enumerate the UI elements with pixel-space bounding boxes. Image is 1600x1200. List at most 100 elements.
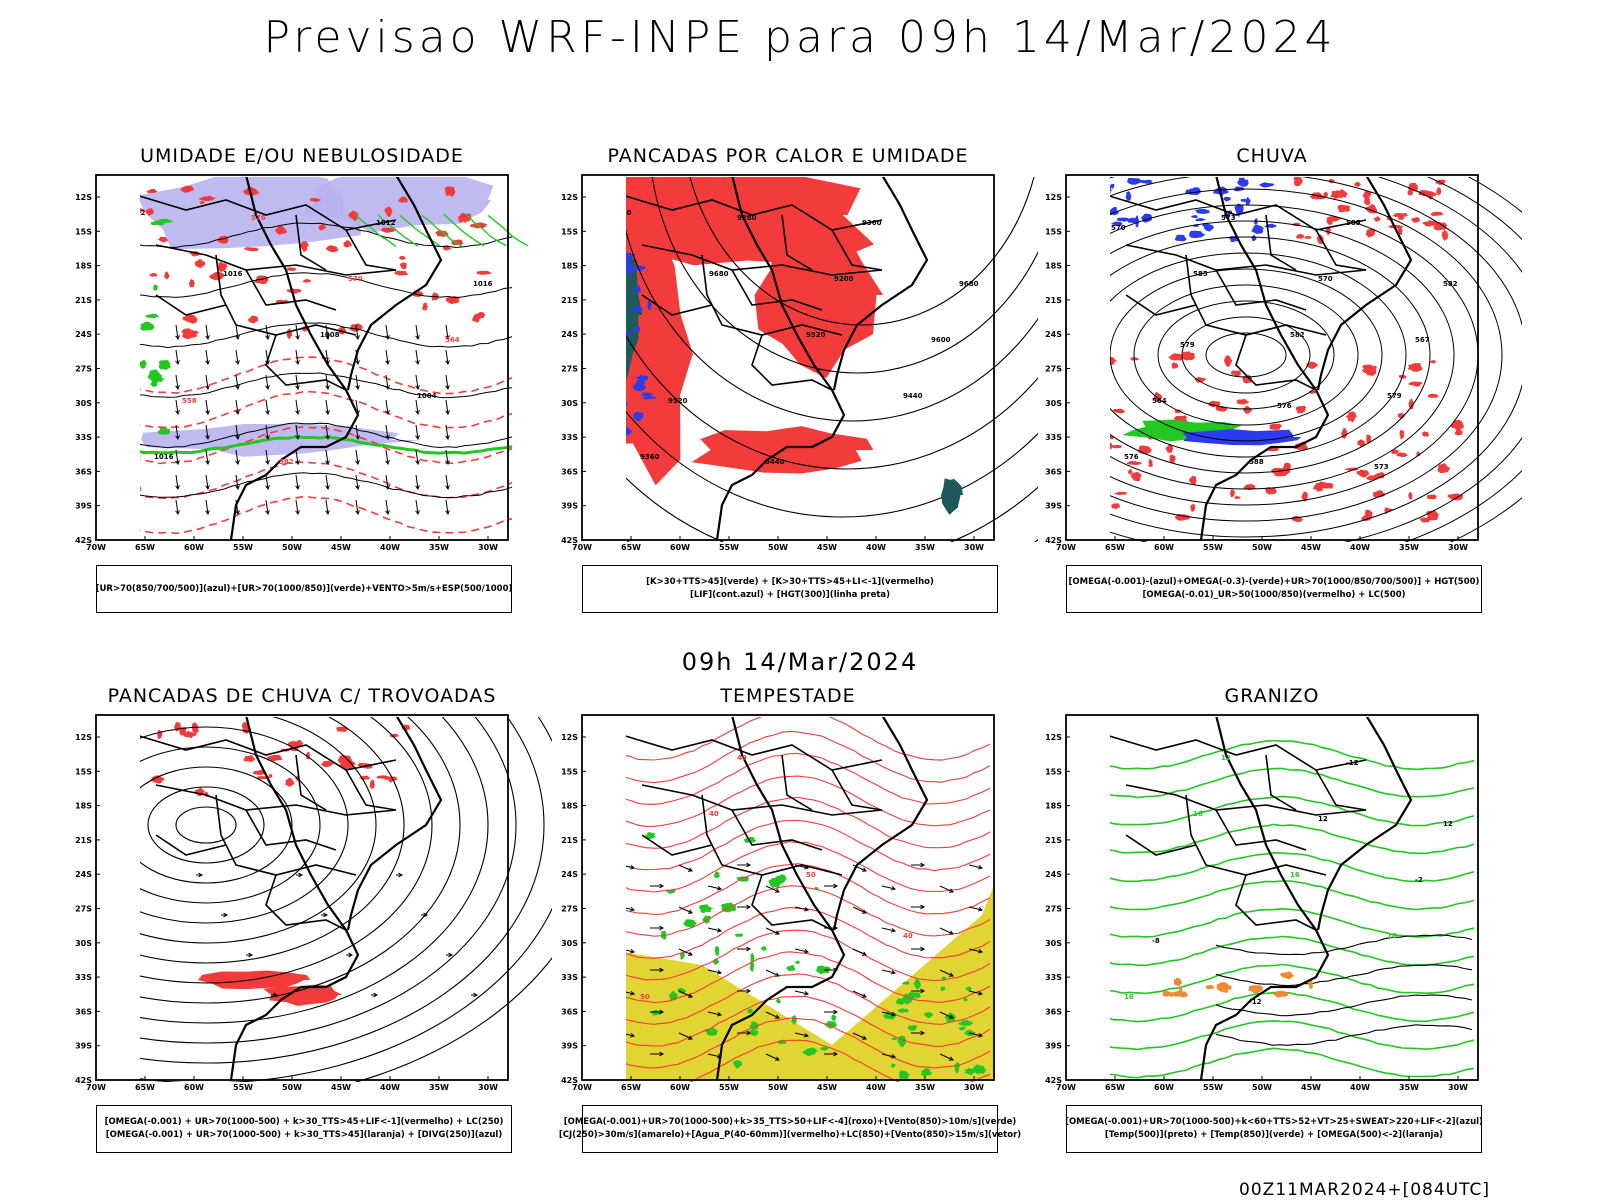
wind-vector xyxy=(235,324,239,340)
state-border xyxy=(831,229,883,271)
omega-area xyxy=(1203,223,1214,232)
wind-vector xyxy=(205,335,210,341)
rain-area xyxy=(1301,491,1308,502)
map-tempestade: 50 40 50 40 50 40 12S 15S 18S 21S 24S 27S 30S 33S 36S 3… xyxy=(561,714,995,1092)
rain-area xyxy=(1337,189,1349,199)
thickness-mark xyxy=(398,255,406,260)
lif-contour xyxy=(631,306,643,312)
temp850-contour xyxy=(1072,1014,1078,1018)
lat-label: 27S xyxy=(1045,905,1062,914)
coastline xyxy=(346,717,443,931)
wind-vector xyxy=(325,510,330,516)
wind850-area xyxy=(920,1068,933,1077)
coastline xyxy=(832,717,929,931)
map-content: 50 40 50 40 50 40 xyxy=(592,717,994,1082)
contour-label: 9520 xyxy=(668,397,688,405)
wind850-area xyxy=(971,1064,987,1075)
lon-label: 30W xyxy=(1448,543,1468,552)
legend-umidade: [UR>70(850/700/500)](azul)+[UR>70(1000/8… xyxy=(96,565,512,613)
wind-vector xyxy=(295,324,299,340)
moist-low-level xyxy=(108,235,112,244)
wind-vector xyxy=(592,970,605,976)
thunder-area xyxy=(124,770,132,774)
wind850-area xyxy=(644,832,657,839)
omega500-area xyxy=(1272,990,1290,998)
run-timestamp: 00Z11MAR2024+[084UTC] xyxy=(1239,1180,1490,1200)
thunder-area xyxy=(266,754,283,762)
wind-vector xyxy=(175,424,179,440)
state-border xyxy=(831,769,883,811)
lon-label: 70W xyxy=(1056,543,1076,552)
wind-vector xyxy=(415,449,419,465)
wind850-area xyxy=(954,1061,960,1074)
lon-label: 55W xyxy=(1203,543,1223,552)
wind-vector xyxy=(678,990,693,998)
precip-water-contour xyxy=(626,730,991,784)
state-border xyxy=(1235,334,1317,391)
wind-vector xyxy=(601,1057,605,1060)
wind-vector xyxy=(939,927,954,935)
wind-vector xyxy=(891,885,897,891)
wind-vector xyxy=(765,1011,780,1019)
lon-label: 45W xyxy=(331,543,351,552)
coastline xyxy=(1316,717,1413,931)
moist-low-level xyxy=(115,324,121,332)
wind-vector xyxy=(804,1032,810,1038)
thickness-mark xyxy=(398,196,409,203)
panel-chuva: CHUVA 588 585 582 579 576 573 570 567 564 588 585 5… xyxy=(1022,145,1522,615)
lon-label: 35W xyxy=(915,543,935,552)
streamline xyxy=(140,717,377,944)
thickness-mark xyxy=(393,270,409,276)
rain-area xyxy=(1373,216,1381,222)
wind-vector xyxy=(325,335,330,341)
panel-granizo: GRANIZO 16 16 16 18 16 12 12 -2 -8 -12 -12 12 12S 15S… xyxy=(1022,685,1522,1155)
lat-label: 12S xyxy=(1045,733,1062,742)
contour-label: -8 xyxy=(1152,937,1160,945)
rain-area xyxy=(1110,357,1118,366)
lon-label: 70W xyxy=(572,1083,592,1092)
lat-label: 27S xyxy=(1045,365,1062,374)
lon-label: 65W xyxy=(1105,543,1125,552)
omega-area xyxy=(1181,429,1302,446)
lat-label: 18S xyxy=(1045,262,1062,271)
map-content: 1012 1016 1008 1004 1016 576 570 564 558 582 1012 1… xyxy=(108,177,529,541)
legend-line-1: [OMEGA(-0.001)+UR>70(1000-500)+k>35_TTS>… xyxy=(563,1117,1017,1127)
rain-area xyxy=(1208,400,1221,408)
lat-label: 21S xyxy=(1045,836,1062,845)
thickness-mark xyxy=(400,262,407,270)
lif-contour xyxy=(608,394,620,399)
wind-vector xyxy=(265,335,270,341)
lat-label: 21S xyxy=(561,836,578,845)
lon-label: 45W xyxy=(1301,1083,1321,1092)
wind-vector xyxy=(265,449,269,465)
wind-vector xyxy=(235,374,239,390)
contour-label: 1004 xyxy=(417,392,437,400)
streamline xyxy=(140,717,552,1082)
streamline-arrow xyxy=(323,912,329,918)
isobar xyxy=(140,422,513,449)
lon-label: 50W xyxy=(768,1083,788,1092)
wind-vector xyxy=(687,867,693,872)
thunder-area xyxy=(157,729,163,740)
legend-line-2: [LIF](cont.azul) + [HGT(300)](linha pret… xyxy=(689,590,891,600)
wind-vector xyxy=(295,385,300,391)
thickness-mark xyxy=(140,208,145,214)
green-contour xyxy=(443,213,485,247)
thickness-mark xyxy=(302,279,312,283)
contour-label: 576 xyxy=(251,214,266,222)
precip-water-contour xyxy=(626,885,991,937)
wind-vector xyxy=(265,435,270,441)
state-border xyxy=(731,269,823,311)
omega-area xyxy=(1116,217,1131,222)
state-border xyxy=(295,214,327,271)
state-border xyxy=(781,754,813,811)
lon-label: 30W xyxy=(964,543,984,552)
panel-umidade: UMIDADE E/OU NEBULOSIDADE 1012 1016 1008 10… xyxy=(52,145,552,615)
wind-vector xyxy=(833,1009,839,1015)
wind-vector xyxy=(265,399,269,415)
rain-area xyxy=(1364,206,1375,211)
wind850-area xyxy=(940,986,946,991)
wind-vector xyxy=(205,435,210,441)
wind-vector xyxy=(205,349,209,365)
moist-low-level xyxy=(157,218,174,224)
